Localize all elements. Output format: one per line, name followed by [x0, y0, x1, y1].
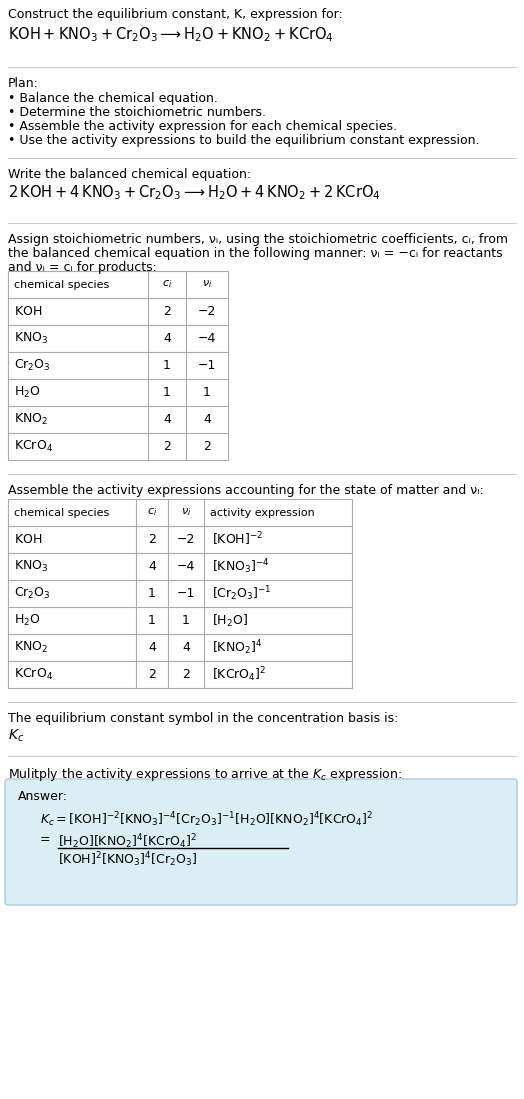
Text: activity expression: activity expression	[210, 508, 315, 518]
Text: 2: 2	[203, 440, 211, 453]
Text: =: =	[40, 833, 51, 846]
Text: $\mathrm{H_2O}$: $\mathrm{H_2O}$	[14, 385, 40, 400]
Text: Plan:: Plan:	[8, 77, 39, 90]
Text: 4: 4	[182, 641, 190, 654]
Text: $\mathrm{KNO_3}$: $\mathrm{KNO_3}$	[14, 331, 48, 346]
FancyBboxPatch shape	[5, 779, 517, 904]
Text: Assign stoichiometric numbers, νᵢ, using the stoichiometric coefficients, cᵢ, fr: Assign stoichiometric numbers, νᵢ, using…	[8, 233, 508, 246]
Text: −1: −1	[177, 587, 195, 600]
Text: $c_i$: $c_i$	[147, 507, 157, 519]
Text: $[\mathrm{Cr_2O_3}]^{-1}$: $[\mathrm{Cr_2O_3}]^{-1}$	[212, 585, 272, 603]
Text: $\mathrm{Cr_2O_3}$: $\mathrm{Cr_2O_3}$	[14, 358, 51, 373]
Text: $K_c = [\mathrm{KOH}]^{-2}[\mathrm{KNO_3}]^{-4}[\mathrm{Cr_2O_3}]^{-1}[\mathrm{H: $K_c = [\mathrm{KOH}]^{-2}[\mathrm{KNO_3…	[40, 810, 374, 829]
Text: Assemble the activity expressions accounting for the state of matter and νᵢ:: Assemble the activity expressions accoun…	[8, 484, 484, 497]
Text: $\mathrm{KNO_3}$: $\mathrm{KNO_3}$	[14, 559, 48, 574]
Text: 2: 2	[163, 440, 171, 453]
Text: $c_i$: $c_i$	[162, 279, 172, 290]
Text: chemical species: chemical species	[14, 279, 109, 289]
Text: 4: 4	[163, 332, 171, 345]
Text: $\mathrm{KCrO_4}$: $\mathrm{KCrO_4}$	[14, 667, 53, 682]
Text: $\nu_i$: $\nu_i$	[181, 507, 191, 519]
Text: −4: −4	[198, 332, 216, 345]
Text: $[\mathrm{KOH}]^{-2}$: $[\mathrm{KOH}]^{-2}$	[212, 531, 263, 548]
Text: 2: 2	[182, 668, 190, 681]
Text: $\mathrm{KOH}$: $\mathrm{KOH}$	[14, 533, 42, 546]
Text: Write the balanced chemical equation:: Write the balanced chemical equation:	[8, 168, 251, 181]
Text: 1: 1	[203, 386, 211, 399]
Text: 1: 1	[148, 587, 156, 600]
Text: $K_c$: $K_c$	[8, 728, 24, 744]
Text: 4: 4	[163, 413, 171, 426]
Text: 1: 1	[163, 359, 171, 371]
Text: −4: −4	[177, 560, 195, 573]
Text: $\mathrm{KOH + KNO_3 + Cr_2O_3 \longrightarrow H_2O + KNO_2 + KCrO_4}$: $\mathrm{KOH + KNO_3 + Cr_2O_3 \longrigh…	[8, 25, 334, 44]
Text: $\mathrm{KOH}$: $\mathrm{KOH}$	[14, 306, 42, 318]
Text: 2: 2	[148, 533, 156, 546]
Text: and νᵢ = cᵢ for products:: and νᵢ = cᵢ for products:	[8, 260, 157, 274]
Text: $\mathrm{KCrO_4}$: $\mathrm{KCrO_4}$	[14, 439, 53, 454]
Text: $\mathrm{KNO_2}$: $\mathrm{KNO_2}$	[14, 640, 48, 655]
Text: • Assemble the activity expression for each chemical species.: • Assemble the activity expression for e…	[8, 120, 397, 133]
Text: Mulitply the activity expressions to arrive at the $K_c$ expression:: Mulitply the activity expressions to arr…	[8, 766, 402, 782]
Text: $[\mathrm{KCrO_4}]^2$: $[\mathrm{KCrO_4}]^2$	[212, 665, 266, 684]
Text: 1: 1	[148, 614, 156, 628]
Text: $[\mathrm{KOH}]^2[\mathrm{KNO_3}]^4[\mathrm{Cr_2O_3}]$: $[\mathrm{KOH}]^2[\mathrm{KNO_3}]^4[\mat…	[58, 850, 197, 868]
Text: • Balance the chemical equation.: • Balance the chemical equation.	[8, 92, 218, 106]
Text: 4: 4	[148, 560, 156, 573]
Text: The equilibrium constant symbol in the concentration basis is:: The equilibrium constant symbol in the c…	[8, 712, 398, 725]
Text: • Use the activity expressions to build the equilibrium constant expression.: • Use the activity expressions to build …	[8, 134, 479, 147]
Text: 1: 1	[182, 614, 190, 628]
Text: $[\mathrm{H_2O}][\mathrm{KNO_2}]^4[\mathrm{KCrO_4}]^2$: $[\mathrm{H_2O}][\mathrm{KNO_2}]^4[\math…	[58, 832, 196, 851]
Text: $\mathrm{H_2O}$: $\mathrm{H_2O}$	[14, 613, 40, 628]
Text: −2: −2	[198, 306, 216, 318]
Text: chemical species: chemical species	[14, 508, 109, 518]
Text: $[\mathrm{H_2O}]$: $[\mathrm{H_2O}]$	[212, 612, 248, 629]
Text: $\nu_i$: $\nu_i$	[202, 279, 212, 290]
Text: $\mathrm{KNO_2}$: $\mathrm{KNO_2}$	[14, 412, 48, 428]
Text: $[\mathrm{KNO_3}]^{-4}$: $[\mathrm{KNO_3}]^{-4}$	[212, 557, 270, 576]
Text: the balanced chemical equation in the following manner: νᵢ = −cᵢ for reactants: the balanced chemical equation in the fo…	[8, 247, 503, 260]
Text: −1: −1	[198, 359, 216, 371]
Text: $[\mathrm{KNO_2}]^4$: $[\mathrm{KNO_2}]^4$	[212, 639, 263, 657]
Bar	[8, 499, 352, 688]
Text: 4: 4	[203, 413, 211, 426]
Text: 4: 4	[148, 641, 156, 654]
Text: $\mathrm{2\,KOH + 4\,KNO_3 + Cr_2O_3 \longrightarrow H_2O + 4\,KNO_2 + 2\,KCrO_4: $\mathrm{2\,KOH + 4\,KNO_3 + Cr_2O_3 \lo…	[8, 184, 380, 202]
Text: $\mathrm{Cr_2O_3}$: $\mathrm{Cr_2O_3}$	[14, 586, 51, 601]
Text: 1: 1	[163, 386, 171, 399]
Text: • Determine the stoichiometric numbers.: • Determine the stoichiometric numbers.	[8, 106, 266, 119]
Text: 2: 2	[148, 668, 156, 681]
Text: Answer:: Answer:	[18, 790, 68, 803]
Bar	[8, 271, 228, 460]
Text: −2: −2	[177, 533, 195, 546]
Text: 2: 2	[163, 306, 171, 318]
Text: Construct the equilibrium constant, K, expression for:: Construct the equilibrium constant, K, e…	[8, 8, 343, 21]
